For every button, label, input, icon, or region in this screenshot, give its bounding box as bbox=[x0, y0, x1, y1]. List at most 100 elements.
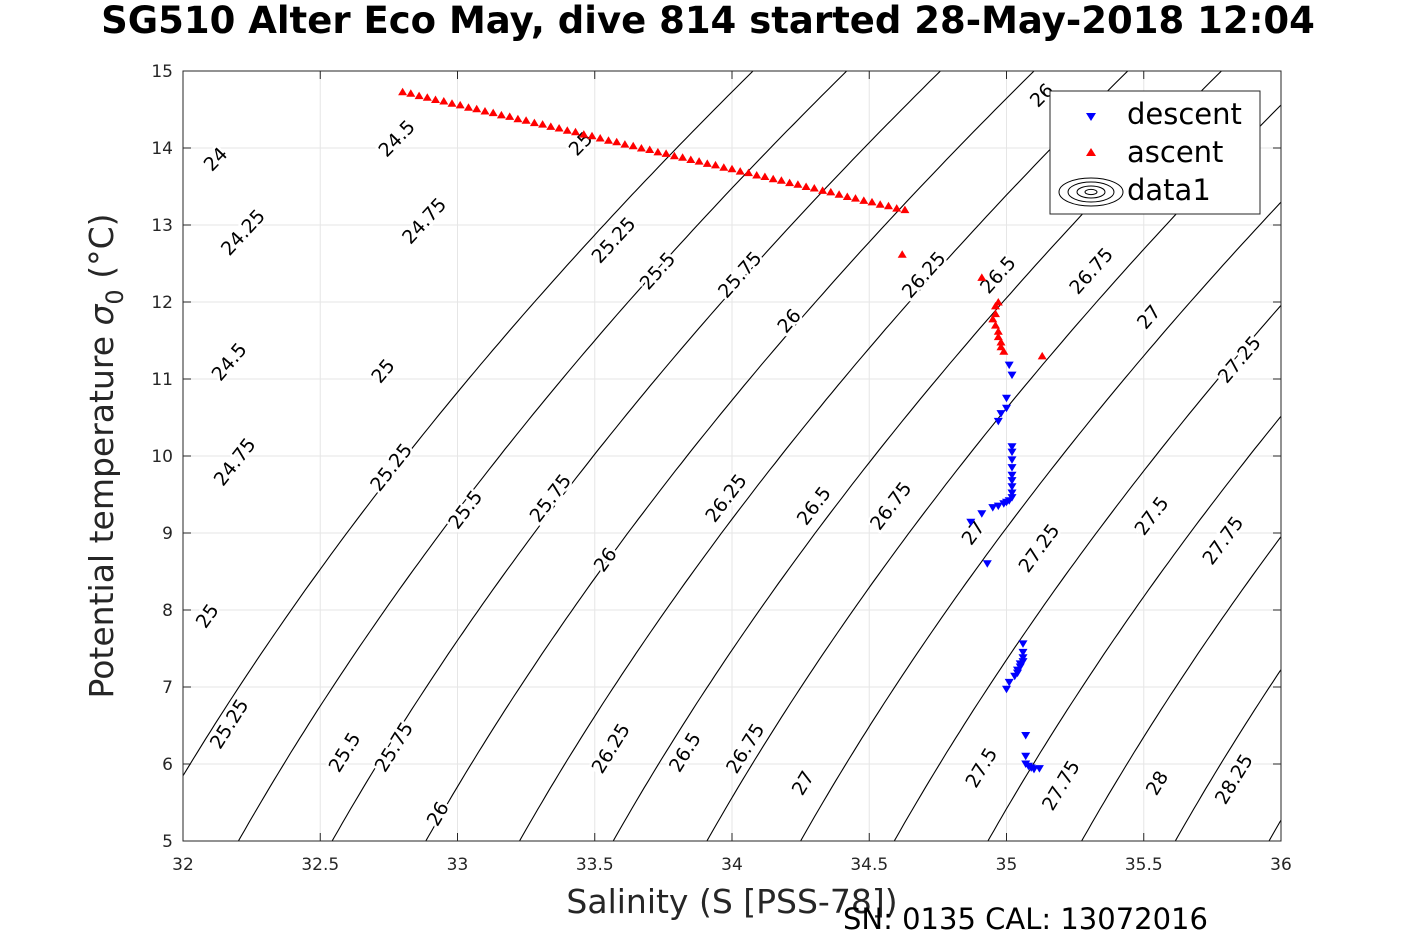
x-tick-label: 33.5 bbox=[576, 855, 614, 875]
ascent-marker bbox=[455, 100, 465, 109]
ascent-marker bbox=[851, 194, 860, 202]
x-tick-label: 35.5 bbox=[1125, 855, 1163, 875]
descent-marker bbox=[1018, 640, 1028, 648]
ascent-marker bbox=[884, 201, 893, 210]
ascent-marker bbox=[488, 108, 498, 117]
ascent-marker bbox=[826, 187, 836, 196]
descent-marker bbox=[1007, 489, 1017, 497]
ascent-marker bbox=[875, 200, 885, 208]
ascent-marker bbox=[653, 147, 663, 156]
x-tick-label: 33 bbox=[447, 855, 469, 875]
ascent-marker bbox=[604, 136, 613, 144]
legend-ascent-marker bbox=[1086, 148, 1096, 156]
y-tick-label: 15 bbox=[151, 62, 173, 82]
ascent-marker bbox=[801, 182, 811, 190]
ascent-marker bbox=[867, 197, 877, 206]
x-tick-label: 32.5 bbox=[301, 855, 339, 875]
ascent-marker bbox=[719, 163, 729, 171]
ascent-marker bbox=[991, 309, 1000, 318]
axis-ticks: 32 32.5 33 33.5 34 34.5 35 35.5 36 5 6 7 8 9 10 11 12 13 1… bbox=[151, 62, 1291, 875]
descent-marker bbox=[1007, 443, 1017, 451]
ascent-marker bbox=[562, 126, 572, 134]
isopycnal-line bbox=[1174, 668, 1281, 841]
ascent-marker bbox=[991, 301, 1000, 310]
descent-marker bbox=[1004, 678, 1014, 687]
ascent-marker bbox=[900, 205, 910, 214]
x-tick-label: 32 bbox=[172, 855, 194, 875]
ascent-marker bbox=[686, 155, 696, 163]
ascent-marker bbox=[521, 116, 531, 124]
legend-descent-label: descent bbox=[1127, 97, 1242, 131]
ascent-marker bbox=[996, 338, 1006, 346]
ascent-marker bbox=[538, 120, 548, 128]
ascent-marker bbox=[447, 99, 457, 107]
ascent-marker bbox=[628, 141, 638, 150]
ascent-marker bbox=[897, 250, 907, 258]
y-tick-label: 12 bbox=[151, 293, 173, 313]
ascent-marker bbox=[993, 332, 1003, 341]
ascent-marker bbox=[406, 89, 416, 97]
descent-marker bbox=[977, 510, 987, 518]
isopycnal-line bbox=[331, 71, 942, 841]
descent-marker bbox=[1007, 477, 1017, 485]
ascent-marker bbox=[678, 153, 688, 161]
y-axis-label-main: Potential temperature bbox=[82, 326, 121, 699]
y-tick-label: 11 bbox=[151, 370, 173, 390]
ascent-marker bbox=[993, 327, 1003, 335]
ascent-marker bbox=[702, 159, 712, 167]
isopycnal-line bbox=[518, 71, 1129, 841]
descent-marker bbox=[1007, 471, 1017, 480]
ascent-marker bbox=[842, 192, 852, 200]
descent-marker bbox=[996, 410, 1006, 418]
ascent-marker bbox=[505, 112, 515, 120]
y-axis-label-symbol: σ bbox=[82, 304, 121, 326]
ascent-marker bbox=[752, 171, 762, 179]
y-axis-label-subscript: 0 bbox=[101, 289, 129, 304]
descent-marker bbox=[988, 504, 998, 512]
x-tick-label: 34.5 bbox=[850, 855, 888, 875]
descent-marker bbox=[1007, 448, 1017, 457]
x-tick-label: 34 bbox=[721, 855, 743, 875]
descent-marker bbox=[1007, 371, 1017, 380]
legend-descent-marker bbox=[1086, 113, 1096, 121]
descent-marker bbox=[1018, 654, 1028, 662]
x-axis-label: Salinity (S [PSS-78]) bbox=[566, 882, 897, 921]
ascent-marker bbox=[422, 93, 432, 101]
footer-calibration: SN: 0135 CAL: 13072016 bbox=[843, 902, 1208, 936]
x-tick-label: 36 bbox=[1270, 855, 1292, 875]
isopycnal-line bbox=[799, 201, 1281, 841]
descent-marker bbox=[1002, 394, 1011, 403]
ascent-marker bbox=[571, 127, 580, 136]
descent-marker bbox=[1034, 765, 1044, 773]
ascent-marker bbox=[579, 130, 589, 138]
descent-marker bbox=[1007, 483, 1017, 491]
ascent-marker bbox=[727, 164, 737, 173]
ascent-marker bbox=[834, 190, 844, 198]
grid bbox=[182, 70, 1282, 842]
ascent-marker bbox=[776, 176, 786, 184]
legend-data1-label: data1 bbox=[1127, 173, 1211, 207]
ascent-marker bbox=[735, 167, 745, 175]
ascent-marker bbox=[529, 118, 539, 127]
chart-title: SG510 Alter Eco May, dive 814 started 28… bbox=[101, 0, 1315, 42]
y-tick-label: 14 bbox=[151, 139, 173, 159]
ascent-marker bbox=[398, 87, 408, 96]
ascent-marker bbox=[760, 172, 770, 180]
descent-marker bbox=[1021, 752, 1031, 761]
ascent-marker bbox=[661, 149, 671, 157]
y-axis-label-unit: (°C) bbox=[82, 214, 121, 290]
ascent-marker bbox=[439, 97, 449, 105]
ascent-marker bbox=[793, 180, 803, 188]
ascent-marker bbox=[744, 168, 753, 177]
ascent-marker bbox=[595, 134, 605, 142]
ascent-marker bbox=[464, 103, 473, 111]
isopycnal-line bbox=[893, 304, 1281, 841]
legend-ascent-label: ascent bbox=[1127, 135, 1223, 169]
y-tick-label: 9 bbox=[162, 524, 173, 544]
ascent-marker bbox=[892, 204, 902, 212]
ascent-marker bbox=[554, 124, 564, 132]
descent-marker bbox=[999, 500, 1009, 508]
ascent-marker bbox=[711, 160, 720, 169]
ascent-marker bbox=[1037, 351, 1047, 360]
